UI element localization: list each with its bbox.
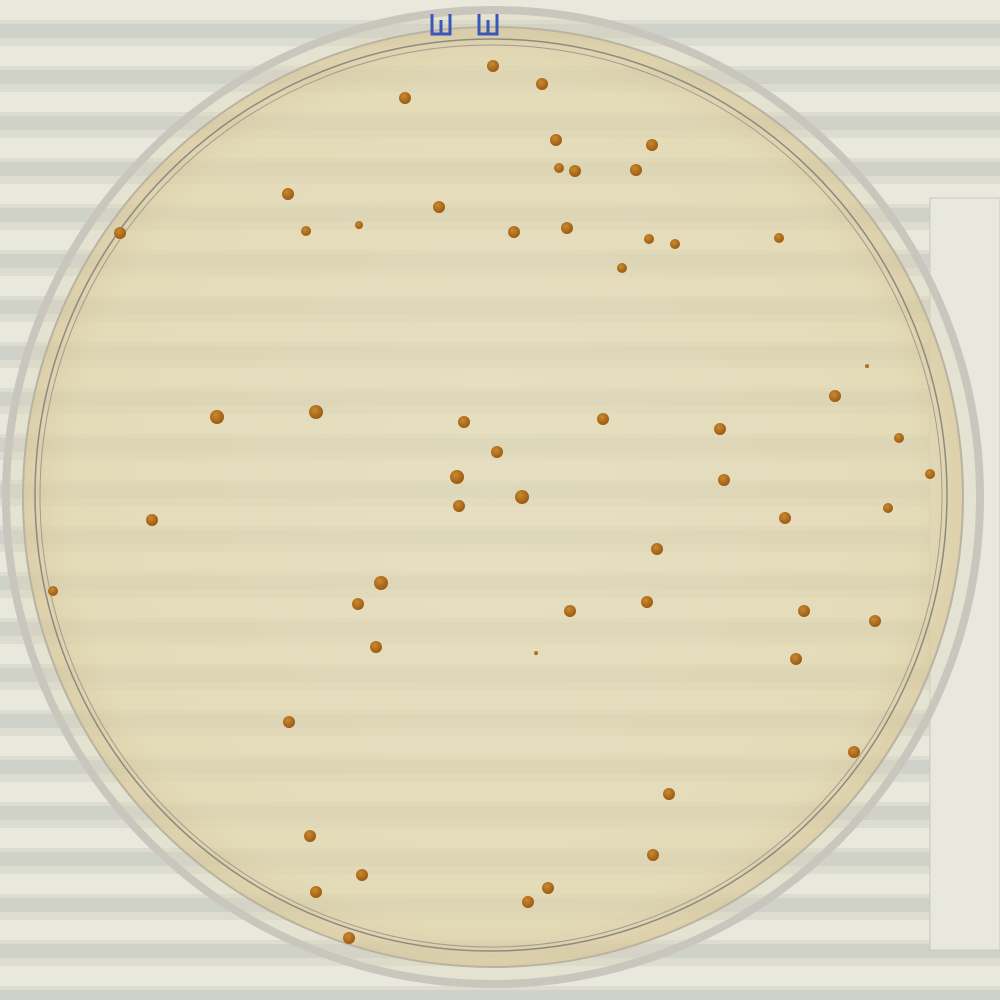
colony <box>487 60 499 72</box>
marker-stroke <box>477 14 499 36</box>
colony <box>304 830 316 842</box>
colony <box>433 201 445 213</box>
colony <box>522 896 534 908</box>
colony <box>718 474 730 486</box>
colony <box>542 882 554 894</box>
colony <box>48 586 58 596</box>
colony <box>569 165 581 177</box>
colony <box>355 221 363 229</box>
agar-edge <box>34 38 948 952</box>
colony <box>848 746 860 758</box>
colony <box>774 233 784 243</box>
colony <box>146 514 158 526</box>
colony <box>617 263 627 273</box>
colony <box>790 653 802 665</box>
colony <box>561 222 573 234</box>
colony <box>597 413 609 425</box>
colony <box>550 134 562 146</box>
colony <box>663 788 675 800</box>
marker-label <box>430 14 499 36</box>
colony <box>282 188 294 200</box>
colony <box>301 226 311 236</box>
colony <box>536 78 548 90</box>
colony <box>651 543 663 555</box>
colony <box>370 641 382 653</box>
colony <box>508 226 520 238</box>
colony <box>114 227 126 239</box>
dish-wall <box>22 26 964 968</box>
colony <box>644 234 654 244</box>
colony <box>515 490 529 504</box>
colony <box>356 869 368 881</box>
colony <box>374 576 388 590</box>
colony <box>646 139 658 151</box>
colony <box>779 512 791 524</box>
colony <box>310 886 322 898</box>
colony <box>453 500 465 512</box>
colony <box>399 92 411 104</box>
colony <box>352 598 364 610</box>
colony <box>829 390 841 402</box>
colony <box>554 163 564 173</box>
colony <box>458 416 470 428</box>
colony <box>564 605 576 617</box>
colony <box>925 469 935 479</box>
colony <box>343 932 355 944</box>
colony <box>647 849 659 861</box>
colonies <box>48 60 935 944</box>
colony <box>309 405 323 419</box>
agar-edge-inner <box>39 44 943 948</box>
colony <box>894 433 904 443</box>
colony <box>798 605 810 617</box>
colony <box>534 651 538 655</box>
colony <box>865 364 869 368</box>
colony <box>450 470 464 484</box>
colony <box>491 446 503 458</box>
colony <box>869 615 881 627</box>
colony <box>630 164 642 176</box>
colony <box>641 596 653 608</box>
marker-stroke <box>430 14 452 36</box>
colony <box>283 716 295 728</box>
colony <box>210 410 224 424</box>
colony <box>883 503 893 513</box>
colony <box>670 239 680 249</box>
colony <box>714 423 726 435</box>
